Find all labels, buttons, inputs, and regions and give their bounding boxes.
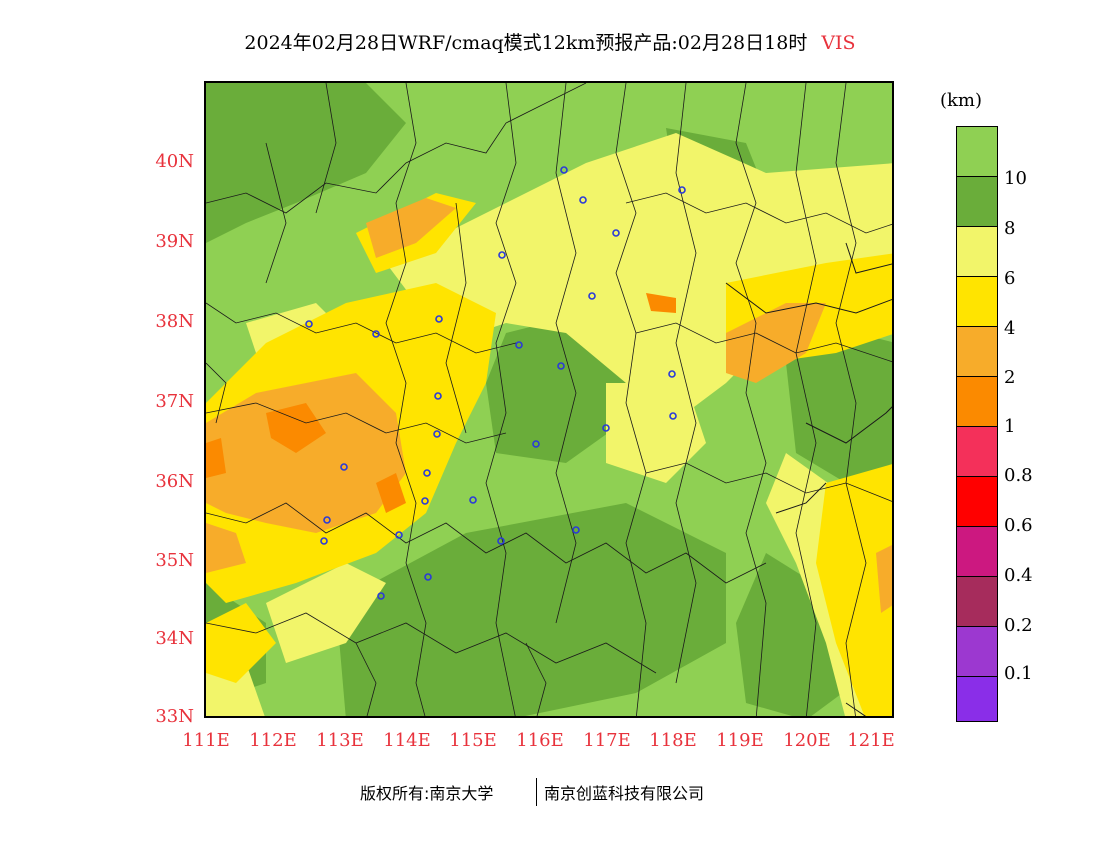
city-marker — [323, 516, 331, 524]
title-text: 2024年02月28日WRF/cmaq模式12km预报产品:02月28日18时 — [244, 32, 808, 54]
city-marker — [433, 430, 441, 438]
colorbar-segment — [957, 177, 997, 227]
city-marker — [678, 186, 686, 194]
lat-tick-label: 37N — [155, 391, 194, 412]
colorbar-segment — [957, 277, 997, 327]
city-marker — [421, 497, 429, 505]
lat-tick-label: 40N — [155, 151, 194, 172]
copyright-right: 南京创蓝科技有限公司 — [544, 784, 705, 803]
lat-tick-label: 38N — [155, 311, 194, 332]
city-marker — [434, 392, 442, 400]
legend-label: 0.8 — [1004, 465, 1033, 486]
city-marker — [557, 362, 565, 370]
lon-tick-label: 115E — [449, 730, 497, 751]
colorbar-segment — [957, 427, 997, 477]
city-marker — [435, 315, 443, 323]
city-marker — [668, 370, 676, 378]
city-marker — [560, 166, 568, 174]
city-marker — [572, 526, 580, 534]
city-marker — [532, 440, 540, 448]
city-marker — [497, 537, 505, 545]
colorbar-segment — [957, 327, 997, 377]
lon-tick-label: 118E — [649, 730, 697, 751]
copyright-left: 版权所有:南京大学 — [360, 784, 494, 803]
lon-tick-label: 116E — [516, 730, 564, 751]
lon-tick-label: 121E — [847, 730, 895, 751]
city-marker — [305, 320, 313, 328]
map-title: 2024年02月28日WRF/cmaq模式12km预报产品:02月28日18时 V… — [0, 28, 1100, 55]
city-marker — [424, 573, 432, 581]
city-marker — [469, 496, 477, 504]
legend-label: 0.6 — [1004, 515, 1033, 536]
city-marker — [377, 592, 385, 600]
lon-tick-label: 111E — [182, 730, 230, 751]
colorbar-segment — [957, 627, 997, 677]
city-marker — [515, 341, 523, 349]
lat-tick-label: 33N — [155, 706, 194, 727]
city-marker — [498, 251, 506, 259]
legend-label: 0.2 — [1004, 615, 1033, 636]
lon-tick-label: 119E — [716, 730, 764, 751]
legend-label: 8 — [1004, 218, 1016, 239]
colorbar-segment — [957, 377, 997, 427]
city-marker — [423, 469, 431, 477]
lat-tick-label: 39N — [155, 231, 194, 252]
city-marker — [395, 531, 403, 539]
variable-label: VIS — [821, 32, 856, 54]
colorbar — [956, 126, 998, 722]
legend-label: 4 — [1004, 318, 1016, 339]
city-marker — [612, 229, 620, 237]
lon-tick-label: 112E — [249, 730, 297, 751]
field-2km — [206, 198, 892, 613]
colorbar-segment — [957, 577, 997, 627]
city-marker — [669, 412, 677, 420]
coastline — [725, 242, 892, 716]
lat-tick-label: 36N — [155, 471, 194, 492]
legend-label: 10 — [1004, 168, 1027, 189]
city-marker — [602, 424, 610, 432]
lon-tick-label: 114E — [383, 730, 431, 751]
lon-tick-label: 120E — [783, 730, 831, 751]
legend-units: (km) — [940, 90, 983, 111]
city-marker — [340, 463, 348, 471]
colorbar-segment — [957, 677, 997, 721]
legend-label: 1 — [1004, 416, 1016, 437]
legend-label: 0.1 — [1004, 663, 1033, 684]
colorbar-segment — [957, 477, 997, 527]
city-marker — [588, 292, 596, 300]
field-1km — [206, 293, 676, 513]
lat-tick-label: 35N — [155, 550, 194, 571]
lat-tick-label: 34N — [155, 628, 194, 649]
colorbar-segment — [957, 127, 997, 177]
legend-label: 2 — [1004, 367, 1016, 388]
colorbar-segment — [957, 227, 997, 277]
lon-tick-label: 113E — [316, 730, 364, 751]
colorbar-segment — [957, 527, 997, 577]
city-marker — [579, 196, 587, 204]
city-marker — [372, 330, 380, 338]
lon-tick-label: 117E — [583, 730, 631, 751]
legend-label: 6 — [1004, 268, 1016, 289]
legend-label: 0.4 — [1004, 565, 1033, 586]
credit-divider — [536, 778, 537, 806]
city-markers — [305, 166, 686, 600]
city-marker — [320, 537, 328, 545]
visibility-map — [204, 81, 894, 718]
